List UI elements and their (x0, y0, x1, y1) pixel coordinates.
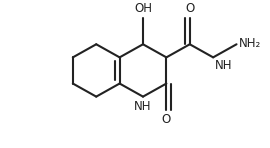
Text: NH: NH (215, 59, 233, 72)
Text: O: O (162, 113, 171, 126)
Text: NH: NH (134, 100, 152, 112)
Text: O: O (185, 2, 194, 15)
Text: OH: OH (134, 2, 152, 15)
Text: NH₂: NH₂ (238, 37, 261, 50)
